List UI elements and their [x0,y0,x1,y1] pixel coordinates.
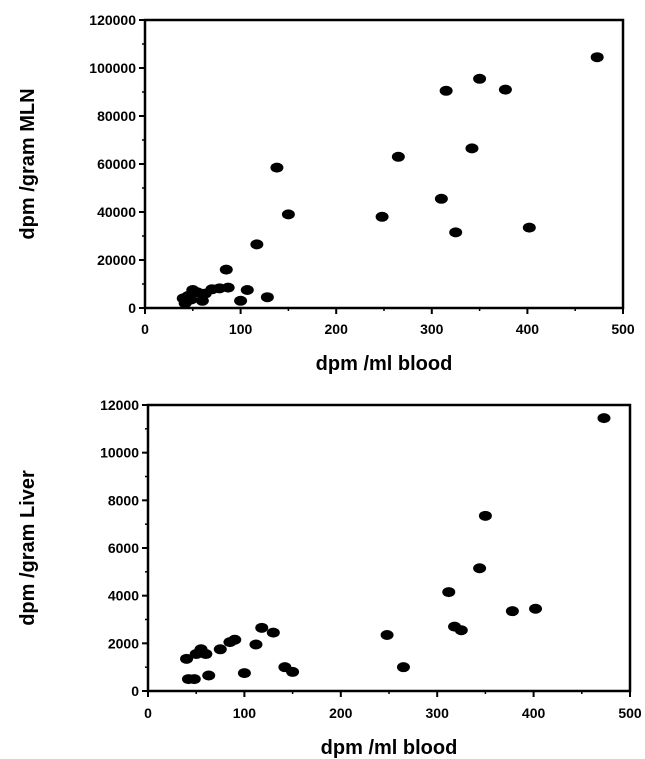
chart-1-data-point [184,294,198,305]
chart-1-data-point [375,211,389,222]
chart-1-data-point [250,239,264,250]
chart-2-data-point [442,587,456,598]
chart-1-x-tick-label: 0 [141,321,149,337]
chart-1-data-point [260,292,274,303]
chart-1-data-point [219,264,233,275]
chart-2-y-axis-title: dpm /gram Liver [17,470,39,626]
chart-1-data-point [449,227,463,238]
chart-2-y-tick-label: 0 [131,683,139,699]
chart-2-x-axis-title: dpm /ml blood [321,737,458,759]
chart-1-data-point [590,52,604,63]
chart-2-data-point [286,666,300,677]
chart-1-y-tick-label: 80000 [97,108,136,124]
chart-1: 0 100 200 300 400 500 0 20000 40000 60000 80000 100… [17,12,635,375]
chart-2-y-tick-label: 6000 [108,540,139,556]
chart-1-x-axis-title: dpm /ml blood [316,353,453,375]
chart-2-x-tick-label: 200 [329,705,353,721]
chart-1-x-tick-label: 100 [229,321,253,337]
chart-2-data-point [255,622,269,633]
chart-1-y-tick-label: 20000 [97,252,136,268]
chart-2-data-point [478,510,492,521]
chart-1-data-point [434,193,448,204]
chart-2-y-tick-label: 8000 [108,492,139,508]
chart-2-data-point [505,606,519,617]
chart-2-data-point [187,674,201,685]
chart-2-data-point [396,662,410,673]
chart-2-data-point [597,413,611,424]
chart-1-data-point [234,295,248,306]
chart-2-data-point [237,668,251,679]
chart-2-data-point [473,563,487,574]
chart-1-y-tick-label: 120000 [89,12,136,28]
chart-2-data-point [202,670,216,681]
chart-1-plot-frame [143,18,625,310]
chart-1-y-tick-label: 0 [128,300,136,316]
chart-1-data-point [498,84,512,95]
chart-1-x-tick-label: 400 [516,321,540,337]
chart-1-data-point [473,73,487,84]
chart-2-data-point [228,634,242,645]
chart-2-x-tick-label: 0 [144,705,152,721]
chart-2-data-point [213,644,227,655]
chart-1-y-tick-label: 100000 [89,60,136,76]
chart-2-x-tick-label: 300 [426,705,450,721]
chart-2-y-tick-label: 4000 [108,588,139,604]
chart-1-data-point [270,162,284,173]
chart-2-data-point [249,639,263,650]
chart-1-y-tick-label: 40000 [97,204,136,220]
chart-2-y-tick-label: 2000 [108,635,139,651]
chart-2-y-tick-label: 10000 [100,445,139,461]
chart-1-x-tick-label: 200 [325,321,349,337]
chart-2-data-point [380,629,394,640]
chart-2-data-point [529,603,543,614]
chart-2-data-point [266,627,280,638]
chart-1-y-tick-label: 60000 [97,156,136,172]
chart-1-data-point [465,143,479,154]
chart-2-x-tick-label: 500 [618,705,642,721]
chart-1-data-point [221,282,235,293]
chart-2-x-tick-label: 100 [233,705,257,721]
chart-1-data-point [522,222,536,233]
chart-1-data-point [240,285,254,295]
chart-1-x-tick-label: 500 [611,321,635,337]
chart-2-data-point [180,653,194,664]
chart-2-x-tick-label: 400 [522,705,546,721]
chart-1-data-point [281,209,295,220]
chart-2: 0 100 200 300 400 500 0 2000 4000 6000 8000 10000 12… [17,397,642,759]
chart-1-x-tick-label: 300 [420,321,444,337]
chart-1-data-point [439,85,453,96]
chart-2-y-tick-label: 12000 [100,397,139,413]
chart-2-data-point [454,625,468,636]
chart-1-data-point [391,151,405,162]
chart-1-y-axis-title: dpm /gram MLN [17,88,39,239]
chart-2-data-point [199,649,213,660]
